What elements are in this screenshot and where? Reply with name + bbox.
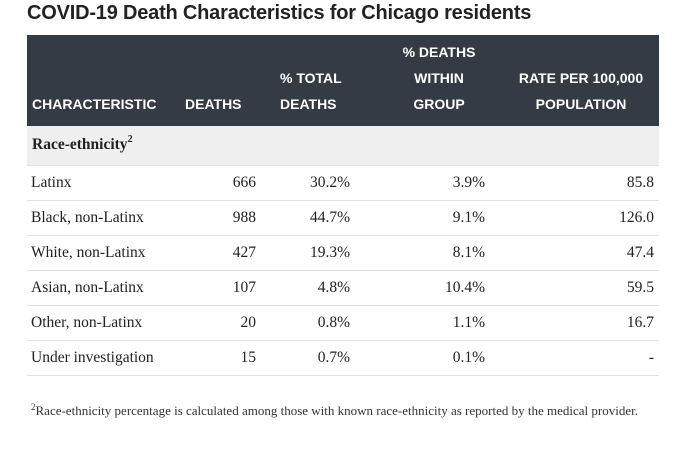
death-characteristics-table: CHARACTERISTIC DEATHS % TOTAL DEATHS % DE… xyxy=(27,35,659,376)
cell-characteristic: White, non-Latinx xyxy=(27,235,181,271)
table-row: Asian, non-Latinx 107 4.8% 10.4% 59.5 xyxy=(27,270,659,306)
footnote-mark: 2 xyxy=(31,402,36,412)
cell-deaths: 427 xyxy=(181,235,273,271)
cell-deaths: 107 xyxy=(181,270,273,306)
cell-rate: - xyxy=(503,340,659,376)
cell-pct-within: 10.4% xyxy=(375,270,503,306)
cell-rate: 16.7 xyxy=(503,305,659,341)
cell-pct-total: 19.3% xyxy=(273,235,375,271)
header-deaths: DEATHS xyxy=(181,35,273,126)
cell-pct-within: 0.1% xyxy=(375,340,503,376)
group-label-text: Race-ethnicity xyxy=(32,136,128,153)
cell-characteristic: Under investigation xyxy=(27,340,181,376)
cell-rate: 47.4 xyxy=(503,235,659,271)
group-label: Race-ethnicity2 xyxy=(27,126,659,166)
table-row: Latinx 666 30.2% 3.9% 85.8 xyxy=(27,165,659,201)
cell-rate: 126.0 xyxy=(503,200,659,236)
cell-pct-total: 30.2% xyxy=(273,165,375,201)
cell-pct-within: 9.1% xyxy=(375,200,503,236)
cell-characteristic: Other, non-Latinx xyxy=(27,305,181,341)
cell-deaths: 988 xyxy=(181,200,273,236)
cell-deaths: 666 xyxy=(181,165,273,201)
table-row: White, non-Latinx 427 19.3% 8.1% 47.4 xyxy=(27,235,659,271)
cell-pct-total: 0.8% xyxy=(273,305,375,341)
table-header: CHARACTERISTIC DEATHS % TOTAL DEATHS % DE… xyxy=(27,35,659,126)
footnote-mark: 2 xyxy=(127,134,133,145)
table-row: Other, non-Latinx 20 0.8% 1.1% 16.7 xyxy=(27,305,659,341)
cell-pct-total: 4.8% xyxy=(273,270,375,306)
header-characteristic: CHARACTERISTIC xyxy=(27,35,181,126)
header-rate: RATE PER 100,000 POPULATION xyxy=(503,35,659,126)
cell-pct-total: 0.7% xyxy=(273,340,375,376)
cell-pct-within: 3.9% xyxy=(375,165,503,201)
table-row: Black, non-Latinx 988 44.7% 9.1% 126.0 xyxy=(27,200,659,236)
cell-characteristic: Asian, non-Latinx xyxy=(27,270,181,306)
cell-pct-within: 8.1% xyxy=(375,235,503,271)
cell-pct-total: 44.7% xyxy=(273,200,375,236)
header-pct-total: % TOTAL DEATHS xyxy=(273,35,375,126)
cell-characteristic: Black, non-Latinx xyxy=(27,200,181,236)
group-row-race-ethnicity: Race-ethnicity2 xyxy=(27,126,659,166)
cell-pct-within: 1.1% xyxy=(375,305,503,341)
cell-deaths: 15 xyxy=(181,340,273,376)
header-pct-within: % DEATHS WITHIN GROUP xyxy=(375,35,503,126)
footnote-text: Race-ethnicity percentage is calculated … xyxy=(35,403,638,418)
page-title: COVID-19 Death Characteristics for Chica… xyxy=(27,2,532,24)
footnote: 2Race-ethnicity percentage is calculated… xyxy=(31,398,651,424)
table-body: Race-ethnicity2 Latinx 666 30.2% 3.9% 85.8 Bl… xyxy=(27,126,659,376)
cell-rate: 85.8 xyxy=(503,165,659,201)
table-row: Under investigation 15 0.7% 0.1% - xyxy=(27,340,659,376)
cell-rate: 59.5 xyxy=(503,270,659,306)
cell-deaths: 20 xyxy=(181,305,273,341)
header-row: CHARACTERISTIC DEATHS % TOTAL DEATHS % DE… xyxy=(27,35,659,126)
cell-characteristic: Latinx xyxy=(27,165,181,201)
